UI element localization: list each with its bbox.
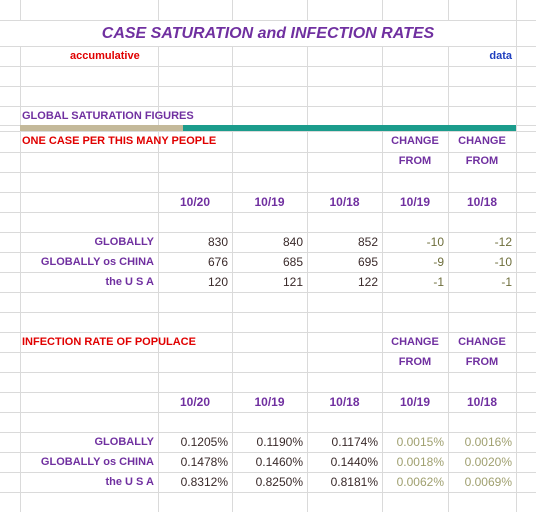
cell-value: 0.0016% [464, 435, 512, 449]
section-heading: GLOBAL SATURATION FIGURES [22, 110, 194, 122]
cell-value: -1 [501, 275, 512, 289]
cell-value: 0.8250% [255, 475, 303, 489]
row-label: the U S A [105, 476, 155, 488]
row-label: GLOBALLY [94, 436, 155, 448]
cell-value: 0.1478% [180, 455, 228, 469]
cell-value: 840 [282, 235, 303, 249]
grid-line [0, 86, 536, 87]
date-header: 10/20 [179, 195, 211, 209]
cell-value: 0.1190% [256, 435, 303, 449]
grid-line [0, 252, 536, 253]
cell-value: 120 [207, 275, 228, 289]
cell-value: 0.8181% [330, 475, 378, 489]
grid-line [0, 312, 536, 313]
grid-line [0, 352, 536, 353]
grid-line [0, 412, 536, 413]
cell-value: 0.1440% [330, 455, 378, 469]
cell-value: 852 [357, 235, 378, 249]
subtitle-right: data [489, 50, 512, 62]
cell-value: 122 [357, 275, 378, 289]
grid-line [0, 272, 536, 273]
divider-tan [20, 125, 183, 131]
grid-line [0, 232, 536, 233]
grid-line [0, 212, 536, 213]
date-header: 10/18 [329, 195, 360, 209]
cell-value: -9 [433, 255, 444, 269]
cell-value: -10 [426, 235, 444, 249]
section-heading: INFECTION RATE OF POPULACE [22, 336, 196, 348]
cell-value: 830 [207, 235, 228, 249]
grid-line [0, 192, 536, 193]
cell-value: 0.1460% [255, 455, 303, 469]
date-header: 10/18 [466, 195, 498, 209]
grid-line [0, 20, 536, 21]
cell-value: 685 [282, 255, 303, 269]
cell-value: 676 [207, 255, 228, 269]
column-header: FROM [465, 155, 499, 167]
grid-line [0, 172, 536, 173]
row-label: GLOBALLY [94, 236, 155, 248]
date-header: 10/19 [399, 395, 431, 409]
cell-value: 0.0020% [464, 455, 512, 469]
grid-line [0, 332, 536, 333]
cell-value: 0.0018% [396, 455, 444, 469]
date-header: 10/18 [466, 395, 498, 409]
cell-value: 121 [282, 275, 303, 289]
grid-line [0, 472, 536, 473]
grid-line [158, 0, 159, 512]
date-header: 10/19 [254, 195, 285, 209]
grid-line [382, 0, 383, 512]
row-label: GLOBALLY os CHINA [40, 256, 154, 268]
grid-line [0, 392, 536, 393]
grid-line [448, 0, 449, 512]
cell-value: 695 [357, 255, 378, 269]
date-header: 10/19 [254, 395, 285, 409]
divider-teal [183, 125, 516, 131]
row-label: GLOBALLY os CHINA [40, 456, 154, 468]
grid-line [0, 152, 536, 153]
grid-line [0, 432, 536, 433]
grid-line [232, 0, 233, 512]
grid-line [0, 292, 536, 293]
column-header: FROM [398, 356, 432, 368]
cell-value: 0.0062% [396, 475, 444, 489]
cell-value: -1 [433, 275, 444, 289]
grid-line [0, 131, 536, 132]
grid-line [307, 0, 308, 512]
grid-line [0, 106, 536, 107]
column-header: CHANGE [391, 135, 439, 147]
grid-line [0, 46, 536, 47]
date-header: 10/20 [179, 395, 211, 409]
subtitle-left: accumulative [70, 50, 140, 62]
cell-value: 0.0015% [396, 435, 444, 449]
column-header: FROM [465, 356, 499, 368]
grid-line [20, 0, 21, 512]
cell-value: 0.8312% [180, 475, 228, 489]
cell-value: 0.1174% [331, 435, 378, 449]
date-header: 10/18 [329, 395, 360, 409]
grid-line [516, 0, 517, 512]
grid-line [0, 452, 536, 453]
row-label: the U S A [105, 276, 155, 288]
column-header: CHANGE [391, 336, 439, 348]
cell-value: 0.1205% [180, 435, 228, 449]
column-header: CHANGE [458, 336, 506, 348]
grid-line [0, 492, 536, 493]
grid-line [0, 66, 536, 67]
title: CASE SATURATION and INFECTION RATES [20, 21, 516, 46]
grid-line [0, 372, 536, 373]
cell-value: -10 [494, 255, 512, 269]
column-header: FROM [398, 155, 432, 167]
section-subheading: ONE CASE PER THIS MANY PEOPLE [22, 135, 217, 147]
date-header: 10/19 [399, 195, 431, 209]
cell-value: 0.0069% [464, 475, 512, 489]
column-header: CHANGE [458, 135, 506, 147]
cell-value: -12 [494, 235, 512, 249]
